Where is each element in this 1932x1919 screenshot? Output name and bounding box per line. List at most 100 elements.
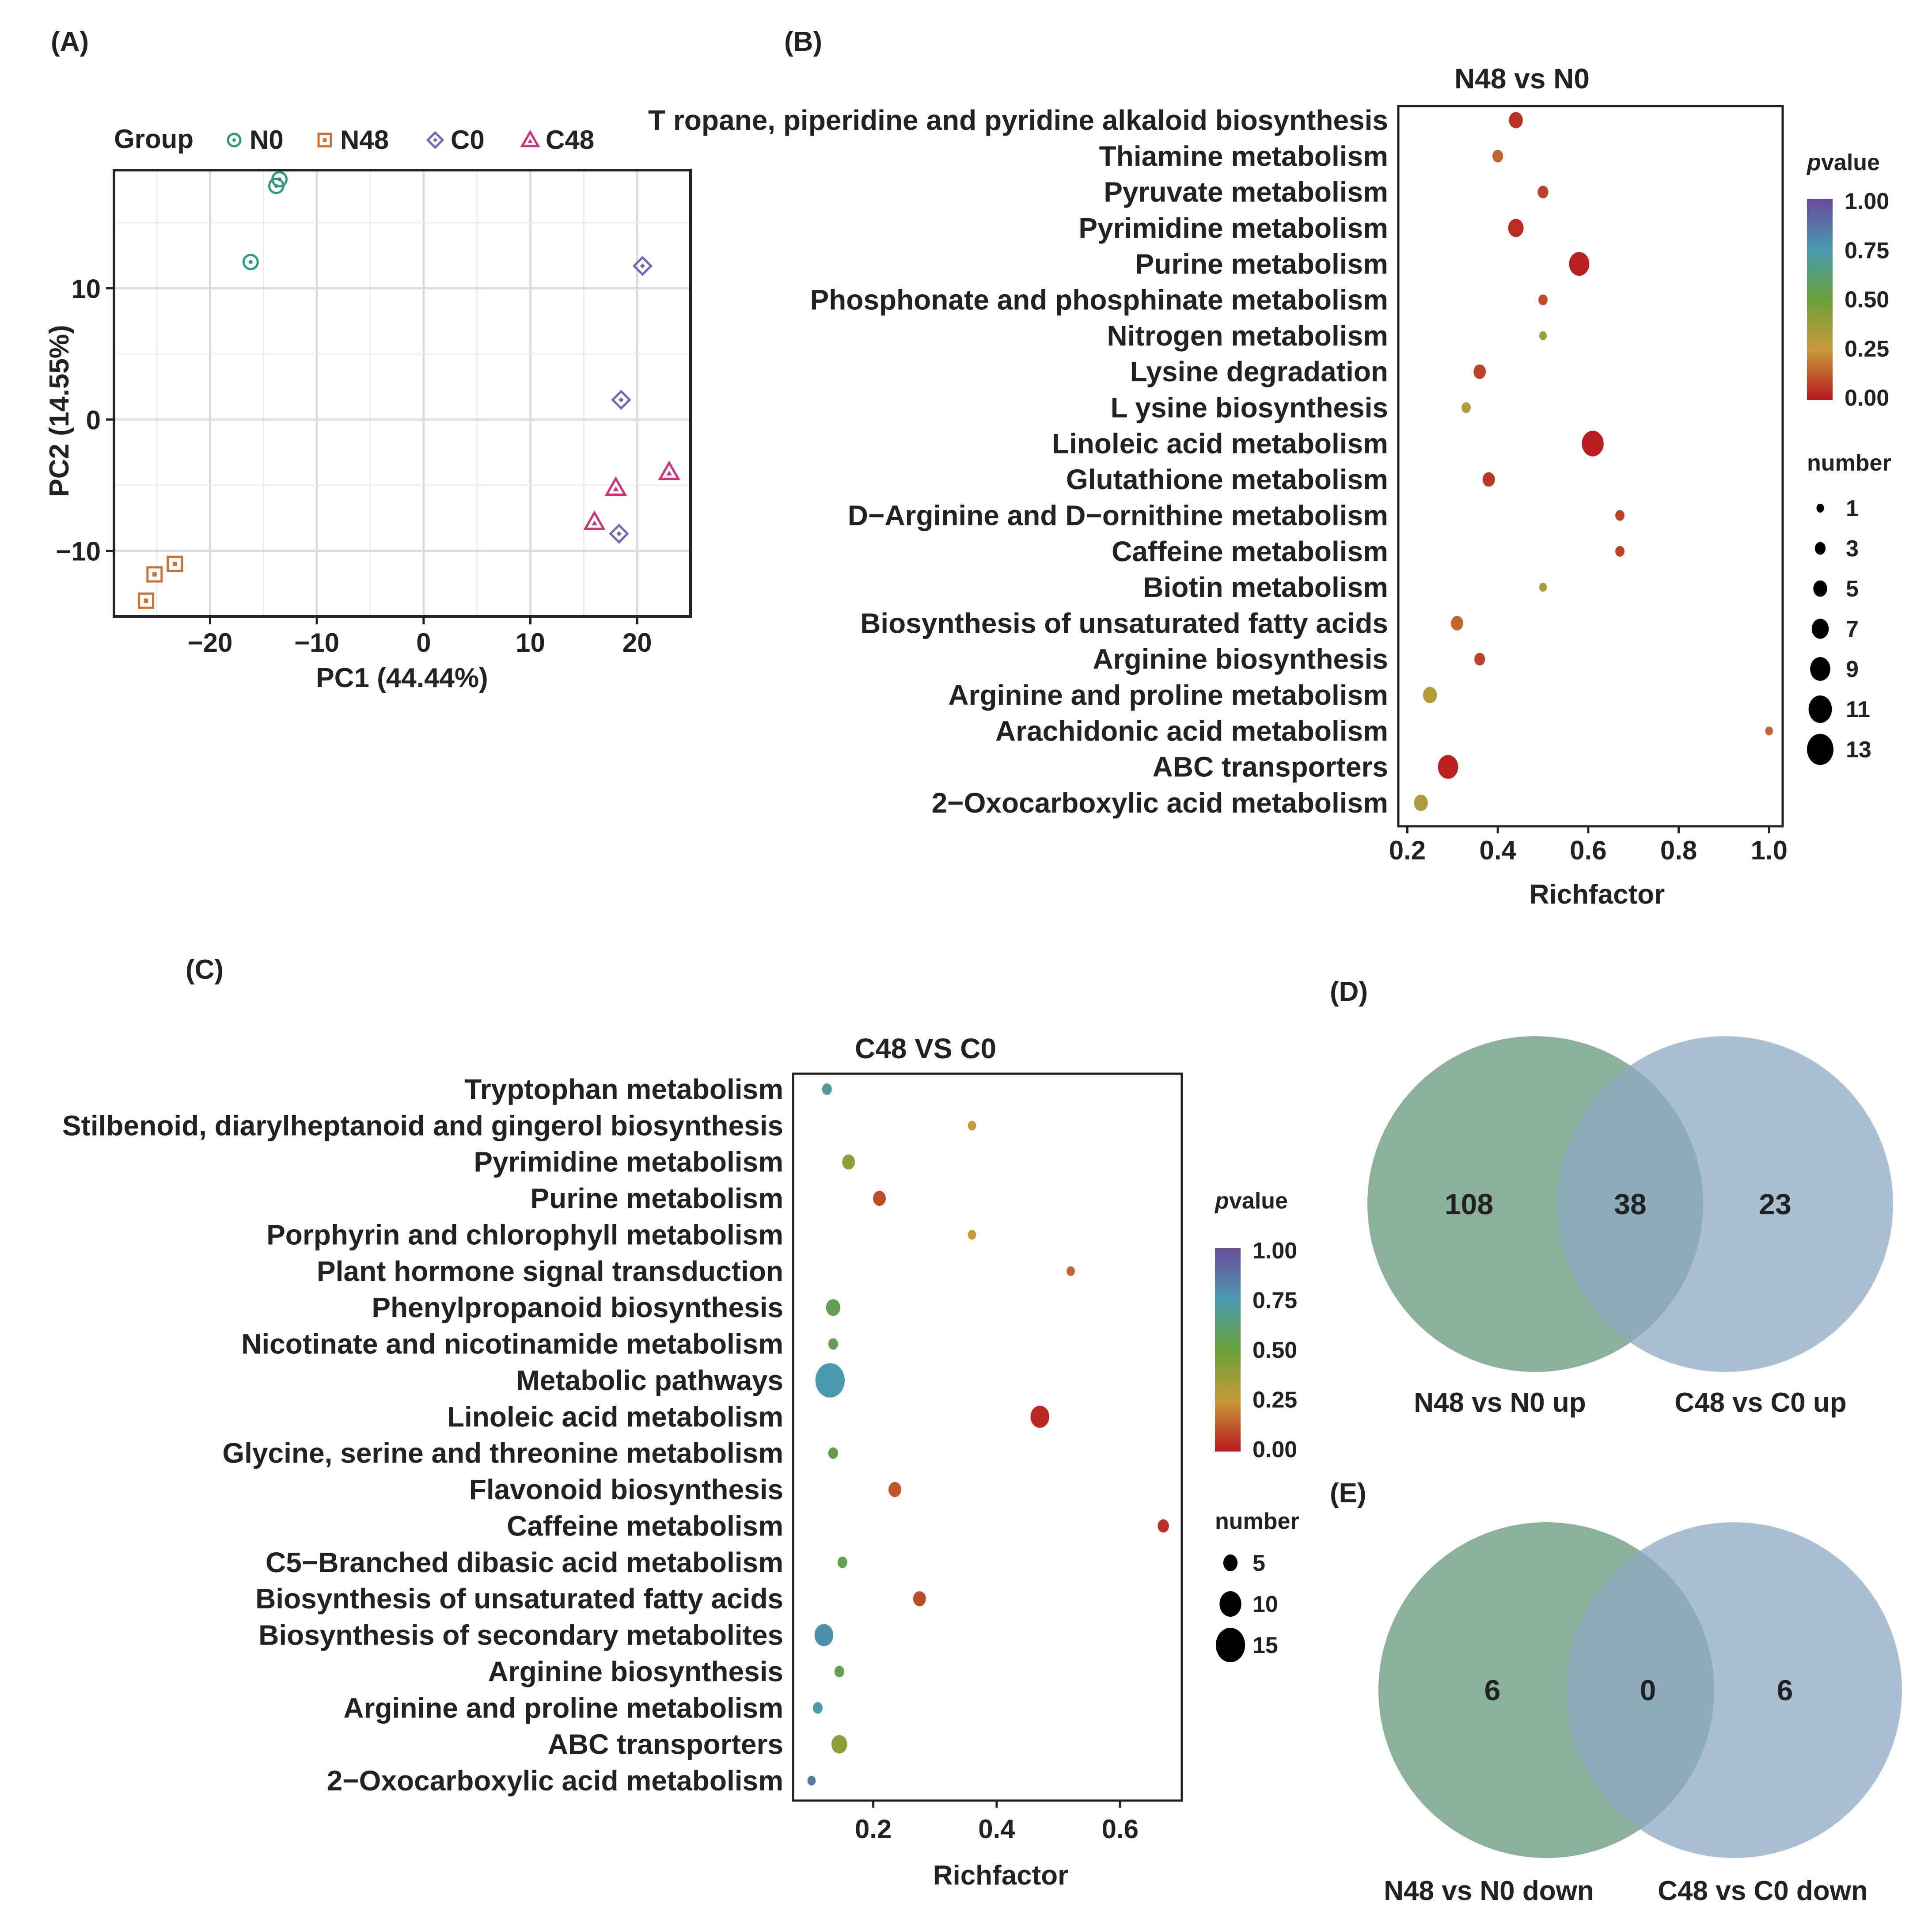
enrich-c-x-tick-label: 0.6: [1102, 1814, 1139, 1844]
pca-point-c0: [632, 256, 653, 276]
pca-point-n0: [268, 178, 285, 194]
enrich-b-point: [1615, 510, 1625, 521]
enrich-b-point: [1473, 364, 1486, 379]
panel-label-b: (B): [784, 27, 822, 57]
enrich-b-size-legend-label: 5: [1846, 576, 1859, 602]
enrich-b-x-tick-label: 0.6: [1570, 836, 1606, 865]
enrichment-panel-b: (B) N48 vs N0 T ropane, piperidine and p…: [648, 27, 1891, 910]
enrich-c-point: [828, 1338, 838, 1350]
enrich-c-size-legend-label: 15: [1253, 1633, 1278, 1658]
pca-x-tick-label: 20: [622, 628, 652, 657]
enrich-b-x-ticks: 0.2 0.4 0.6 0.8 1.0: [1389, 826, 1788, 865]
enrich-c-point: [831, 1735, 847, 1754]
enrich-c-category-label: Flavonoid biosynthesis: [469, 1474, 783, 1505]
enrich-b-category-label: Phosphonate and phosphinate metabolism: [810, 284, 1388, 316]
enrich-c-point: [1030, 1406, 1049, 1428]
enrich-b-x-tick-label: 0.8: [1660, 836, 1697, 865]
pca-legend-title: Group: [114, 124, 194, 154]
pca-frame: [113, 169, 692, 618]
enrich-b-x-tick-label: 0.2: [1389, 836, 1426, 865]
pca-point-n48: [167, 555, 183, 572]
enrich-b-size-legend-dot: [1813, 580, 1827, 597]
enrich-c-point: [842, 1154, 855, 1170]
enrich-b-category-label: Biotin metabolism: [1143, 571, 1388, 603]
enrich-b-category-label: Lysine degradation: [1130, 356, 1388, 388]
pca-point-c0: [611, 390, 631, 410]
pca-x-tick-label: −10: [294, 628, 339, 657]
enrich-c-point: [837, 1556, 847, 1568]
enrich-c-category-label: Tryptophan metabolism: [464, 1073, 783, 1105]
venn-e-right-count: 6: [1777, 1674, 1793, 1706]
enrich-c-points: [807, 1083, 1169, 1786]
enrich-b-size-legend-dot: [1807, 733, 1834, 765]
enrich-b-size-legend-dot: [1814, 542, 1826, 555]
pca-legend-marker-n48: [317, 133, 332, 148]
enrich-c-point: [834, 1665, 844, 1677]
enrich-b-point: [1538, 294, 1548, 305]
pca-point-c48: [658, 460, 680, 480]
enrich-b-category-label: Nitrogen metabolism: [1107, 320, 1388, 352]
enrich-b-point: [1539, 331, 1547, 340]
enrich-c-point: [888, 1482, 901, 1497]
enrich-b-point: [1539, 583, 1547, 592]
enrich-c-colorbar-tick-label: 0.25: [1253, 1387, 1297, 1413]
enrich-b-x-axis-title: Richfactor: [1530, 879, 1665, 910]
pca-point-c0: [609, 524, 629, 544]
enrich-b-point: [1582, 430, 1604, 456]
enrich-b-pvalue-colorbar: [1807, 199, 1833, 400]
pca-legend-marker-c0: [426, 131, 444, 149]
enrich-c-point: [1067, 1266, 1075, 1276]
enrich-c-category-label: Linoleic acid metabolism: [447, 1401, 783, 1433]
pca-x-tick-label: −20: [188, 628, 233, 657]
enrich-c-category-label: Stilbenoid, diarylheptanoid and gingerol…: [62, 1110, 783, 1141]
enrich-c-category-label: Phenylpropanoid biosynthesis: [372, 1292, 783, 1323]
enrich-c-category-label: Caffeine metabolism: [507, 1510, 783, 1542]
enrich-b-x-tick-label: 0.4: [1479, 836, 1516, 865]
pca-ticks: −20 −10 0 10 20 −10 0 10: [56, 274, 652, 657]
pca-gridlines: [114, 170, 691, 616]
enrich-b-size-legend-label: 1: [1846, 496, 1859, 521]
pca-legend-label-n0: N0: [250, 125, 284, 155]
enrich-b-size-legend-dot: [1810, 657, 1830, 681]
enrich-c-size-legend-label: 10: [1253, 1592, 1278, 1617]
enrich-b-category-label: Arachidonic acid metabolism: [995, 715, 1388, 747]
enrich-c-category-label: Arginine and proline metabolism: [343, 1692, 783, 1724]
enrich-c-category-label: Porphyrin and chlorophyll metabolism: [266, 1219, 783, 1250]
pca-x-tick-label: 0: [416, 628, 431, 657]
pca-point-c48: [604, 476, 627, 496]
enrich-b-category-label: Arginine and proline metabolism: [948, 679, 1388, 711]
pca-legend: Group N0 N48 C0 C48: [114, 124, 594, 155]
venn-d-right-label: C48 vs C0 up: [1674, 1387, 1846, 1418]
enrich-b-size-legend-label: 3: [1846, 536, 1859, 562]
enrich-b-point: [1482, 472, 1495, 487]
enrich-b-point: [1492, 150, 1503, 163]
enrich-b-size-legend-dot: [1816, 503, 1824, 513]
panel-label-c: (C): [186, 954, 224, 985]
enrich-b-point: [1461, 402, 1471, 413]
venn-e-overlap-count: 0: [1640, 1674, 1656, 1706]
enrich-b-frame: [1397, 105, 1784, 828]
enrich-c-x-tick-label: 0.4: [978, 1814, 1015, 1844]
pca-y-tick-label: −10: [56, 536, 101, 566]
venn-panel-down: (E) 6 0 6 N48 vs N0 down C48 vs C0 down: [1330, 1478, 1902, 1906]
enrich-c-pvalue-colorbar: [1215, 1248, 1241, 1452]
enrich-b-pvalue-legend-title: value: [1821, 150, 1880, 175]
pca-x-axis-title: PC1 (44.44%): [316, 663, 488, 693]
enrich-b-point: [1765, 726, 1773, 736]
venn-d-overlap-count: 38: [1614, 1188, 1646, 1220]
enrich-c-category-label: C5−Branched dibasic acid metabolism: [266, 1547, 783, 1578]
enrich-c-colorbar-tick-label: 1.00: [1253, 1238, 1297, 1264]
enrich-c-pvalue-legend-title: value: [1229, 1188, 1288, 1214]
enrich-b-colorbar-tick-label: 0.75: [1845, 238, 1889, 263]
enrich-b-size-legend-label: 13: [1846, 737, 1871, 763]
enrich-c-point: [968, 1121, 976, 1131]
enrich-c-size-legend-dot: [1215, 1628, 1245, 1662]
enrich-c-frame: [792, 1072, 1183, 1802]
pca-y-tick-label: 10: [71, 274, 101, 304]
enrich-b-size-legend-label: 11: [1846, 697, 1870, 722]
pca-x-tick-label: 10: [516, 628, 545, 657]
enrich-c-colorbar-tick-label: 0.00: [1253, 1437, 1297, 1463]
venn-d-left-label: N48 vs N0 up: [1414, 1387, 1586, 1418]
enrich-b-category-label: Caffeine metabolism: [1112, 536, 1388, 567]
